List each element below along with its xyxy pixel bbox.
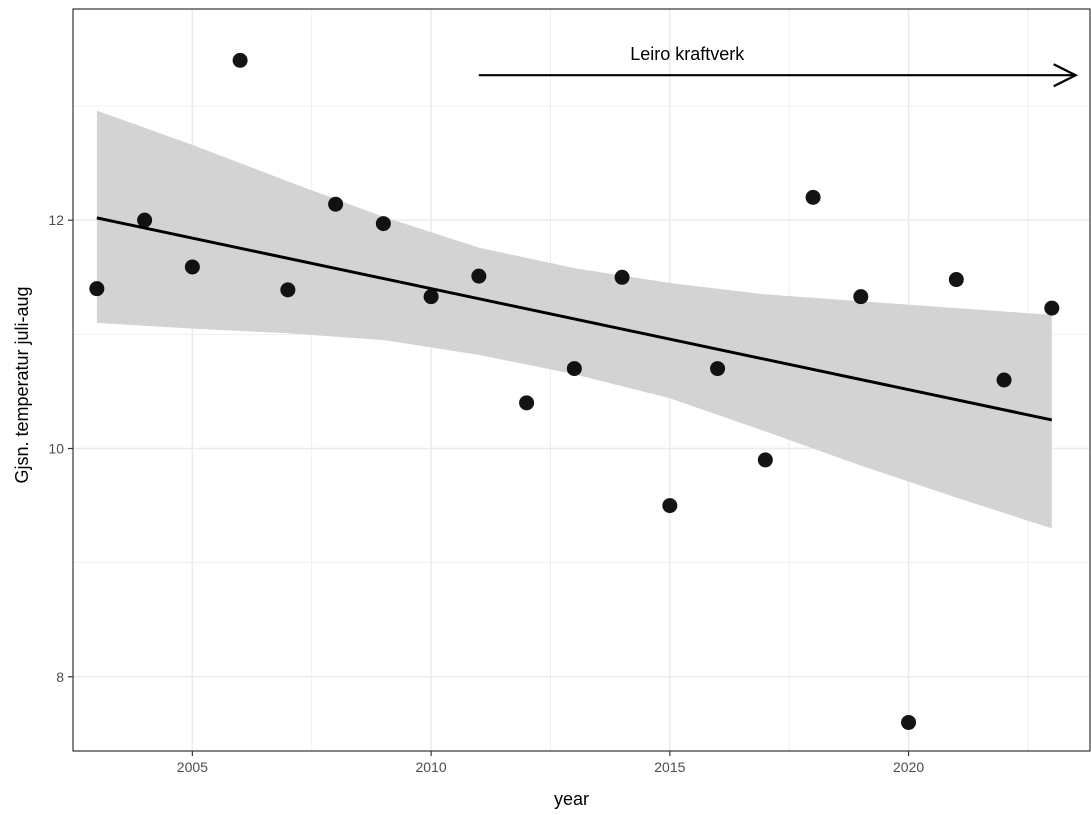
data-point xyxy=(519,395,535,411)
y-tick-label: 10 xyxy=(48,440,64,456)
annotation-layer: Leiro kraftverk xyxy=(478,44,1079,88)
annotation-label: Leiro kraftverk xyxy=(630,44,745,64)
x-tick-label: 2015 xyxy=(654,759,685,775)
data-point xyxy=(89,281,105,297)
data-point xyxy=(710,361,726,377)
panel-border xyxy=(72,8,1091,752)
x-tick-label: 2010 xyxy=(416,759,447,775)
data-point xyxy=(901,714,917,730)
y-axis-title: Gjsn. temperatur juli-aug xyxy=(12,286,32,483)
data-point xyxy=(996,372,1012,388)
y-tick-label: 12 xyxy=(48,212,64,228)
data-point xyxy=(137,212,153,228)
x-axis-title: year xyxy=(554,789,589,809)
x-axis-ticks: 2005 2010 2015 2020 xyxy=(177,751,924,775)
data-point xyxy=(280,282,296,298)
y-axis-ticks: 8 10 12 xyxy=(48,212,73,685)
trend-line-layer xyxy=(96,216,1053,422)
data-point xyxy=(328,196,344,212)
x-tick-label: 2005 xyxy=(177,759,208,775)
data-point xyxy=(375,216,391,232)
data-point xyxy=(232,52,248,68)
data-point xyxy=(423,289,439,305)
data-point xyxy=(662,498,678,514)
data-point xyxy=(757,452,773,468)
data-point xyxy=(566,361,582,377)
data-point xyxy=(1044,300,1060,316)
data-point xyxy=(948,272,964,288)
regression-line xyxy=(96,216,1053,422)
data-point xyxy=(184,259,200,275)
data-point xyxy=(805,189,821,205)
data-point xyxy=(853,289,869,305)
annotation-arrow-head xyxy=(1053,63,1079,88)
y-tick-label: 8 xyxy=(56,669,64,685)
data-points xyxy=(89,52,1060,730)
data-point xyxy=(471,268,487,284)
data-point xyxy=(614,269,630,285)
x-tick-label: 2020 xyxy=(893,759,924,775)
